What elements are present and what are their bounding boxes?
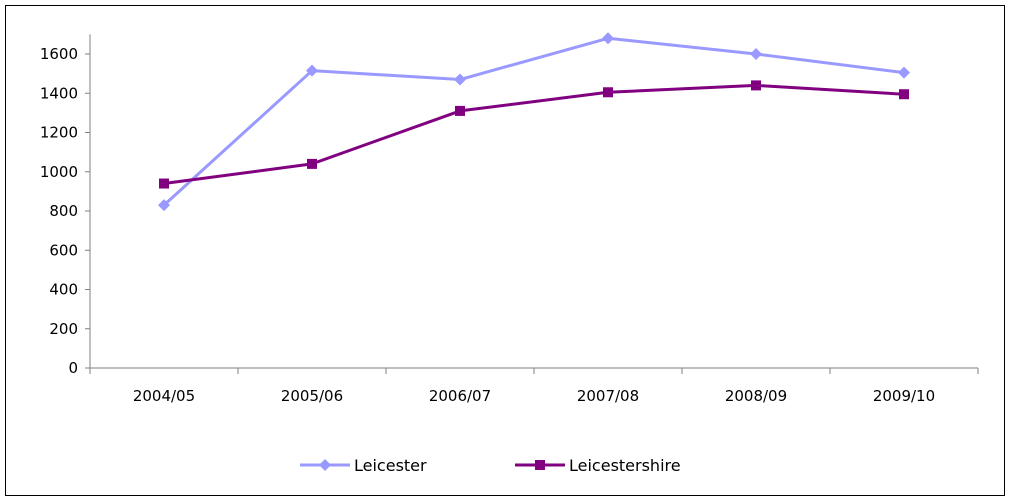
x-tick-labels: 2004/05 2005/06 2006/07 2007/08 2008/09 2009/…: [133, 387, 935, 405]
x-tick-label: 2008/09: [725, 387, 787, 405]
y-tick-label: 1200: [40, 124, 78, 142]
legend-marker-leicestershire: [535, 460, 545, 470]
data-point-leicestershire: [455, 105, 465, 116]
axes: [85, 34, 979, 374]
chart-frame: [5, 5, 1005, 496]
y-tick-label: 600: [49, 241, 78, 259]
data-point-leicestershire: [603, 87, 613, 98]
y-tick-label: 1400: [40, 84, 78, 102]
series-line-leicester: [162, 36, 905, 207]
data-point-leicester: [454, 73, 466, 86]
data-point-leicestershire: [307, 158, 317, 169]
data-point-leicestershire: [159, 178, 169, 189]
series-layer: [158, 32, 910, 212]
legend-marker-leicester: [319, 459, 331, 471]
legend-label-leicester: Leicester: [354, 456, 427, 475]
legend-label-leicestershire: Leicestershire: [569, 456, 681, 475]
data-point-leicester: [898, 66, 910, 79]
y-tick-label: 1600: [40, 45, 78, 63]
y-tick-label: 1000: [40, 163, 78, 181]
legend: Leicester Leicestershire: [300, 456, 681, 475]
y-tick-label: 0: [68, 359, 78, 377]
data-point-leicester: [750, 48, 762, 60]
data-point-leicester: [158, 199, 170, 212]
data-point-leicester: [306, 64, 318, 77]
x-tick-label: 2005/06: [281, 387, 343, 405]
legend-item-leicester: Leicester: [300, 456, 427, 475]
data-point-leicestershire: [751, 80, 761, 91]
series-line-leicestershire: [163, 83, 905, 186]
y-tick-labels: 0 200 400 600 800 1000 1200 1400 1600: [40, 45, 78, 377]
legend-item-leicestershire: Leicestershire: [515, 456, 681, 475]
x-tick-label: 2006/07: [429, 387, 491, 405]
data-point-leicester: [602, 32, 614, 45]
y-tick-label: 400: [49, 281, 78, 299]
series-leicestershire: [159, 80, 909, 189]
x-tick-label: 2004/05: [133, 387, 195, 405]
series-leicester: [158, 32, 910, 212]
data-point-leicestershire: [899, 89, 909, 100]
x-tick-label: 2007/08: [577, 387, 639, 405]
x-tick-label: 2009/10: [873, 387, 935, 405]
y-tick-label: 200: [49, 320, 78, 338]
y-tick-label: 800: [49, 202, 78, 220]
